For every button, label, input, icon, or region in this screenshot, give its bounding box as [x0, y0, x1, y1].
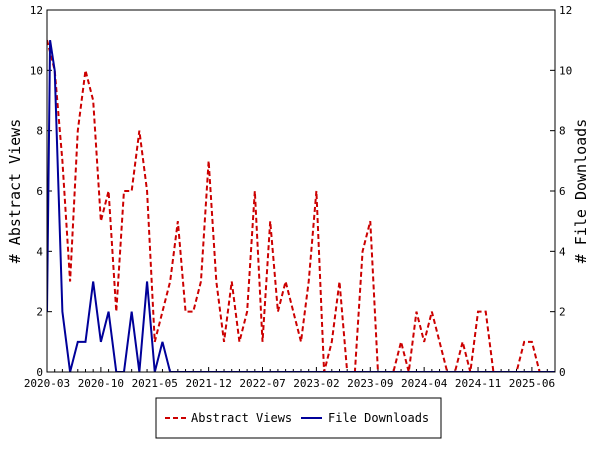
y-left-tick-label: 4 [36, 245, 43, 258]
x-tick-labels: 2020-03 2020-10 2021-05 2021-12 2022-07 2023-… [24, 377, 555, 390]
y-left-tick-label: 8 [36, 125, 43, 138]
legend-label-file-downloads: File Downloads [328, 411, 429, 425]
x-tick-label: 2021-05 [132, 377, 178, 390]
y-right-tick-label: 0 [559, 366, 566, 379]
y-right-tick-label: 12 [559, 4, 572, 17]
x-tick-label: 2023-09 [347, 377, 393, 390]
y-right-tick-labels: 0 2 4 6 8 10 12 [559, 4, 572, 379]
x-tick-label: 2021-12 [185, 377, 231, 390]
x-tick-label: 2024-04 [401, 377, 448, 390]
x-tick-label: 2024-11 [455, 377, 501, 390]
x-tick-label: 2020-03 [24, 377, 70, 390]
y-left-tick-labels: 0 2 4 6 8 10 12 [30, 4, 44, 379]
x-tick-label: 2025-06 [509, 377, 555, 390]
y-left-tick-label: 10 [30, 64, 43, 77]
series-line-file-downloads [47, 40, 555, 372]
y-left-tick-label: 0 [36, 366, 43, 379]
y-left-tick-label: 6 [36, 185, 43, 198]
legend-box [155, 397, 442, 439]
x-tick-label: 2020-10 [78, 377, 124, 390]
y-right-tick-label: 2 [559, 306, 566, 319]
y-right-tick-label: 10 [559, 64, 572, 77]
legend: Abstract Views File Downloads [155, 397, 442, 439]
x-tick-label: 2022-07 [239, 377, 285, 390]
y-left-axis-title: # Abstract Views [6, 119, 24, 264]
x-tick-label: 2023-02 [293, 377, 339, 390]
y-left-tick-label: 2 [36, 306, 43, 319]
y-left-tick-label: 12 [30, 4, 43, 17]
plot-area-frame [46, 9, 556, 373]
legend-label-abstract-views: Abstract Views [191, 411, 292, 425]
y-right-axis-title: # File Downloads [572, 119, 590, 264]
y-right-tick-label: 4 [559, 245, 566, 258]
y-right-tick-label: 6 [559, 185, 566, 198]
y-right-tick-label: 8 [559, 125, 566, 138]
series-layer [47, 39, 555, 372]
